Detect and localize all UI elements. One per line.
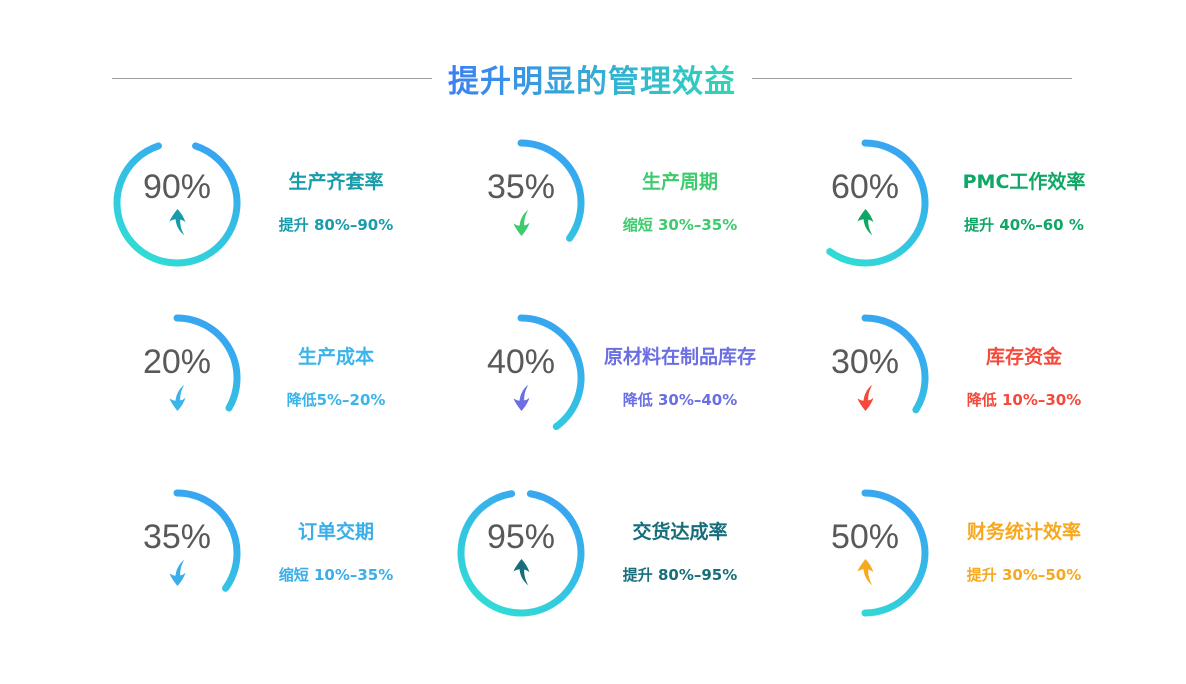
metric-text: 原材料在制品库存 降低 30%–40% [587,347,799,408]
percent-label: 50% [830,518,900,557]
metric-text: 库存资金 降低 10%–30% [931,347,1143,408]
gauge-ring: 20% [111,312,243,444]
percent-label: 20% [142,343,212,382]
metric-subtitle: 降低 10%–30% [966,391,1082,410]
percent-label: 60% [830,168,900,207]
metric-text: PMC工作效率 提升 40%–60 % [931,172,1143,233]
metric-subtitle: 提升 40%–60 % [964,216,1084,235]
gauge-ring: 35% [111,487,243,619]
metric-title: PMC工作效率 [962,171,1086,194]
progress-arc [457,490,585,617]
metrics-grid: 90% 生产齐套率 提升 80%–90% 35% 生产周期 缩短 30%–35%… [111,137,1143,619]
metric-text: 订单交期 缩短 10%–35% [243,522,455,583]
metric-title: 交货达成率 [632,521,728,544]
gauge-ring: 60% [799,137,931,269]
metric-card: 50% 财务统计效率 提升 30%–50% [799,487,1143,619]
gauge-overlay: 90% [111,137,243,269]
page-title: 提升明显的管理效益 [448,56,736,101]
progress-arc [173,489,241,592]
trend-up-icon [857,208,873,236]
progress-arc [826,139,929,267]
metric-text: 生产成本 降低5%–20% [243,347,455,408]
gauge-ring: 40% [455,312,587,444]
metric-title: 财务统计效率 [966,521,1081,544]
metric-title: 生产齐套率 [288,171,384,194]
metric-subtitle: 缩短 30%–35% [622,216,738,235]
metric-card: 20% 生产成本 降低5%–20% [111,312,455,444]
gauge-overlay: 30% [799,312,931,444]
percent-label: 40% [486,343,556,382]
title-left-divider [112,78,432,79]
gauge-overlay: 50% [799,487,931,619]
percent-label: 30% [830,343,900,382]
metric-text: 生产周期 缩短 30%–35% [587,172,799,233]
progress-arc [173,314,241,412]
percent-label: 90% [142,168,212,207]
metric-card: 40% 原材料在制品库存 降低 30%–40% [455,312,799,444]
progress-arc [517,314,585,431]
metric-subtitle: 提升 80%–90% [278,216,394,235]
trend-down-icon [513,384,529,411]
metric-card: 95% 交货达成率 提升 80%–95% [455,487,799,619]
metric-title: 生产成本 [297,346,374,369]
metric-card: 35% 生产周期 缩短 30%–35% [455,137,799,269]
metric-text: 交货达成率 提升 80%–95% [587,522,799,583]
metric-card: 30% 库存资金 降低 10%–30% [799,312,1143,444]
metric-card: 90% 生产齐套率 提升 80%–90% [111,137,455,269]
trend-down-icon [857,384,873,411]
gauge-overlay: 95% [455,487,587,619]
gauge-overlay: 35% [111,487,243,619]
gauge-ring: 35% [455,137,587,269]
header: 提升明显的管理效益 [112,56,1072,101]
metric-text: 生产齐套率 提升 80%–90% [243,172,455,233]
gauge-ring: 50% [799,487,931,619]
gauge-ring: 30% [799,312,931,444]
trend-down-icon [513,209,529,236]
gauge-overlay: 35% [455,137,587,269]
metric-title: 库存资金 [985,346,1062,369]
metric-subtitle: 提升 30%–50% [966,566,1082,585]
metric-title: 原材料在制品库存 [603,346,756,369]
trend-down-icon [169,559,185,586]
trend-up-icon [513,558,529,586]
trend-up-icon [857,558,873,586]
progress-arc [861,314,929,414]
gauge-overlay: 60% [799,137,931,269]
metric-card: 60% PMC工作效率 提升 40%–60 % [799,137,1143,269]
metric-card: 35% 订单交期 缩短 10%–35% [111,487,455,619]
metric-title: 生产周期 [641,171,718,194]
percent-label: 35% [486,168,556,207]
gauge-ring: 90% [111,137,243,269]
percent-label: 35% [142,518,212,557]
gauge-overlay: 20% [111,312,243,444]
gauge-overlay: 40% [455,312,587,444]
metric-subtitle: 缩短 10%–35% [278,566,394,585]
percent-label: 95% [486,518,556,557]
trend-up-icon [169,208,185,236]
gauge-ring: 95% [455,487,587,619]
trend-down-icon [169,384,185,411]
progress-arc [861,489,929,617]
progress-arc [517,139,585,242]
metric-title: 订单交期 [297,521,374,544]
metric-subtitle: 降低5%–20% [286,391,386,410]
metric-subtitle: 提升 80%–95% [622,566,738,585]
title-right-divider [752,78,1072,79]
metric-subtitle: 降低 30%–40% [622,391,738,410]
progress-arc [113,142,241,267]
metric-text: 财务统计效率 提升 30%–50% [931,522,1143,583]
